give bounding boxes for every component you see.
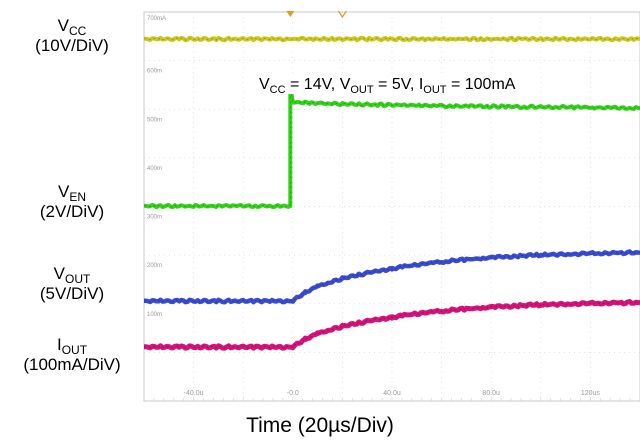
trigger-marker-icon	[286, 11, 295, 17]
vcc-channel-label: VCC (10V/DiV)	[35, 16, 109, 55]
x-tick-label: -40.0u	[184, 390, 204, 397]
y-tick-label: 400m	[147, 166, 162, 172]
trace-ven	[143, 82, 640, 210]
x-tick-label: 80.0u	[482, 390, 500, 397]
y-tick-label: 300m	[147, 215, 162, 221]
x-tick-label: 40.0u	[383, 390, 401, 397]
vout-channel-label: VOUT (5V/DiV)	[39, 264, 105, 303]
test-condition-annotation: VCC = 14V, VOUT = 5V, IOUT = 100mA	[259, 76, 516, 96]
iout-channel-label: IOUT (100mA/DiV)	[23, 335, 121, 374]
x-tick-label: -0.0	[287, 390, 299, 397]
trace-vcc	[144, 35, 640, 43]
ven-channel-label: VEN (2V/DiV)	[39, 182, 105, 221]
trace-noise-iout	[144, 301, 640, 349]
trace-iout	[143, 299, 640, 351]
x-axis-label: Time (20µs/Div)	[246, 414, 394, 437]
trace-vout	[143, 249, 640, 305]
delay-marker-icon	[337, 10, 347, 19]
y-tick-label: 700mA	[147, 16, 166, 22]
trace-noise-vout	[144, 251, 640, 303]
y-tick-label: 200m	[147, 263, 162, 269]
y-tick-label: 600m	[147, 69, 162, 75]
y-tick-label: 100m	[147, 312, 162, 318]
y-tick-label: 500m	[147, 117, 162, 123]
x-tick-label: 120us	[581, 390, 601, 397]
